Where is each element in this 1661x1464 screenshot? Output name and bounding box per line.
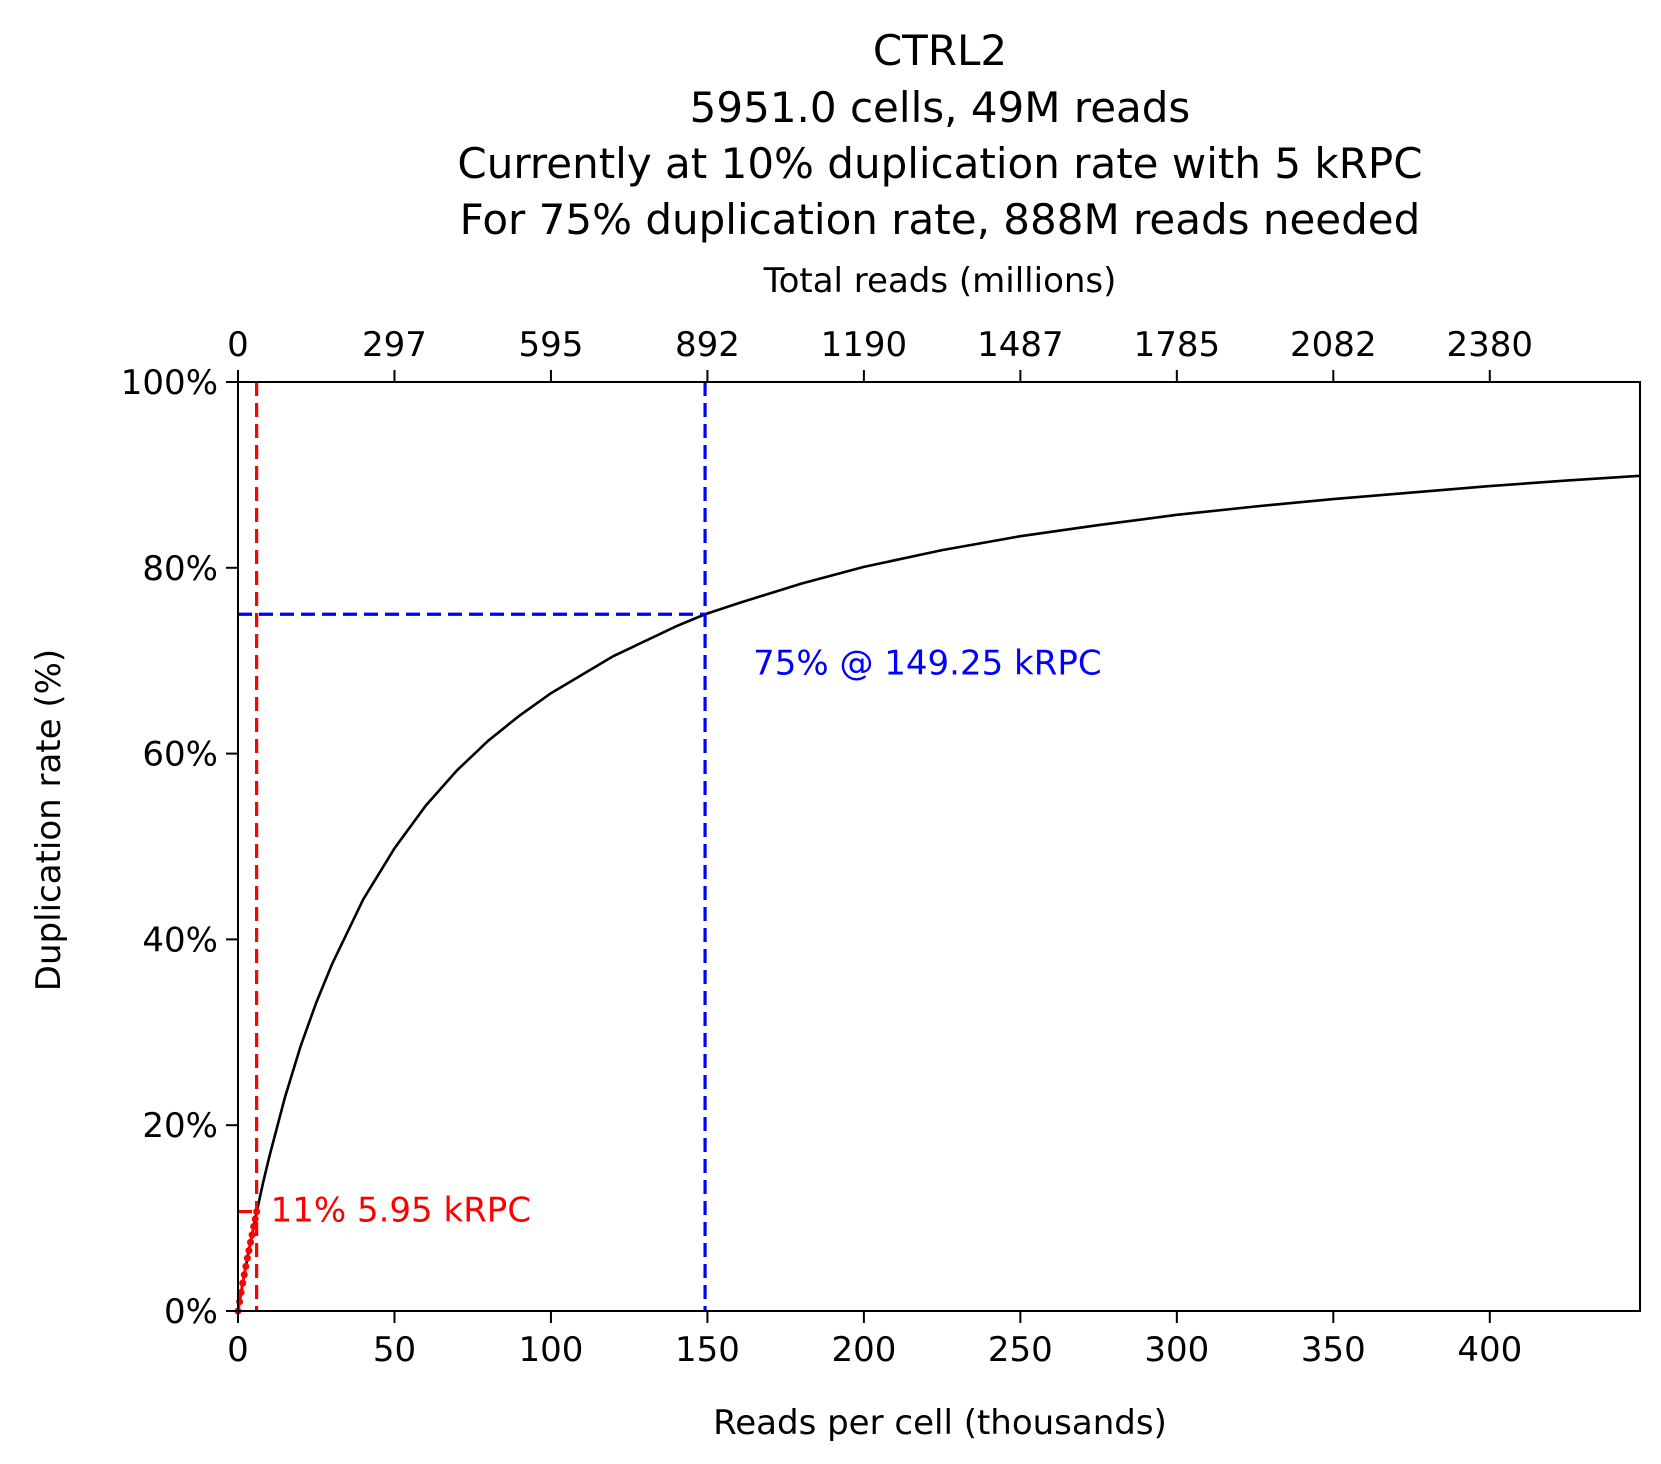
observed-point <box>237 1288 245 1296</box>
x-tick-label: 250 <box>988 1330 1053 1370</box>
observed-point <box>240 1271 248 1279</box>
top-x-tick-label: 1785 <box>1134 325 1221 365</box>
x-tick-label: 350 <box>1301 1330 1366 1370</box>
chart-title: CTRL2 5951.0 cells, 49M reads Currently … <box>457 26 1422 244</box>
x-tick-label: 200 <box>831 1330 896 1370</box>
top-x-tick-label: 2082 <box>1290 325 1377 365</box>
top-x-axis-label: Total reads (millions) <box>763 261 1117 301</box>
x-tick-label: 400 <box>1457 1330 1522 1370</box>
top-x-tick-label: 1487 <box>977 325 1064 365</box>
observed-point <box>248 1231 256 1239</box>
top-x-tick-label: 0 <box>227 325 249 365</box>
top-x-tick-label: 1190 <box>821 325 908 365</box>
y-tick-label: 20% <box>142 1106 218 1146</box>
current-point-label: 11% 5.95 kRPC <box>271 1191 531 1231</box>
observed-point <box>250 1222 258 1230</box>
observed-point <box>243 1254 251 1262</box>
plot-area: 0 50 100 150 200 250 300 350 400 0 297 595 892 1190 14… <box>121 325 1641 1370</box>
plot-frame <box>237 381 1641 1312</box>
target-point-label: 75% @ 149.25 kRPC <box>753 643 1102 683</box>
y-tick-label: 0% <box>164 1292 218 1332</box>
y-axis-label: Duplication rate (%) <box>29 649 69 991</box>
observed-point <box>239 1279 247 1287</box>
title-line-3: Currently at 10% duplication rate with 5… <box>457 139 1422 188</box>
x-tick-label: 50 <box>373 1330 416 1370</box>
x-tick-label: 100 <box>518 1330 583 1370</box>
title-line-1: CTRL2 <box>873 26 1007 75</box>
title-line-2: 5951.0 cells, 49M reads <box>690 83 1191 132</box>
y-tick-label: 40% <box>142 920 218 960</box>
observed-point <box>247 1238 255 1246</box>
top-x-tick-label: 892 <box>675 325 740 365</box>
observed-point <box>251 1215 259 1223</box>
x-tick-label: 0 <box>227 1330 249 1370</box>
x-axis-label: Reads per cell (thousands) <box>713 1403 1167 1443</box>
top-x-tick-label: 2380 <box>1447 325 1534 365</box>
duplication-curve-0 <box>238 474 1640 1311</box>
y-tick-label: 60% <box>142 735 218 775</box>
y-tick-label: 80% <box>142 549 218 589</box>
top-x-tick-label: 595 <box>518 325 583 365</box>
observed-point <box>242 1262 250 1270</box>
y-tick-label: 100% <box>121 363 218 403</box>
x-tick-label: 300 <box>1144 1330 1209 1370</box>
title-line-4: For 75% duplication rate, 888M reads nee… <box>460 195 1421 244</box>
x-tick-label: 150 <box>675 1330 740 1370</box>
observed-point <box>253 1208 261 1216</box>
observed-point <box>245 1247 253 1255</box>
top-x-tick-label: 297 <box>362 325 427 365</box>
